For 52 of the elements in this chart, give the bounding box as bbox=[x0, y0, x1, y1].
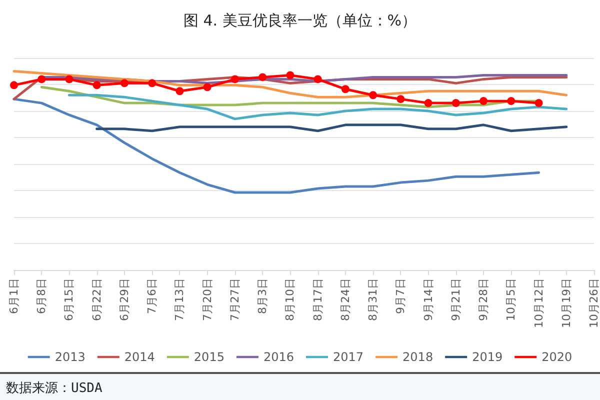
x-tick-label: 7月27日 bbox=[228, 278, 242, 321]
x-tick-label: 9月14日 bbox=[422, 278, 435, 321]
point bbox=[314, 75, 322, 84]
legend-label: 2020 bbox=[542, 350, 572, 364]
point bbox=[480, 97, 488, 106]
point bbox=[452, 99, 460, 108]
legend-label: 2017 bbox=[333, 350, 364, 364]
x-tick-label: 7月13日 bbox=[173, 278, 186, 321]
x-tick-label: 8月24日 bbox=[338, 278, 352, 321]
x-tick-label: 8月10日 bbox=[284, 278, 297, 321]
x-tick-label: 6月1日 bbox=[8, 278, 20, 314]
point bbox=[148, 79, 156, 88]
source-note: 数据来源：USDA bbox=[0, 372, 600, 400]
point bbox=[65, 75, 74, 84]
x-tick-label: 9月28日 bbox=[477, 278, 490, 321]
x-tick-label: 10月12日 bbox=[532, 278, 546, 328]
x-tick-label: 10月5日 bbox=[504, 278, 518, 321]
point bbox=[258, 73, 267, 82]
legend-label: 2015 bbox=[194, 350, 224, 364]
point bbox=[120, 79, 128, 88]
x-tick-label: 9月7日 bbox=[394, 278, 408, 314]
x-tick-label: 6月29日 bbox=[118, 278, 131, 321]
x-tick-label: 7月6日 bbox=[146, 278, 159, 314]
x-tick-label: 10月19日 bbox=[560, 278, 573, 328]
legend-label: 2013 bbox=[54, 350, 86, 364]
point bbox=[92, 81, 101, 90]
point bbox=[341, 85, 350, 94]
legend-label: 2014 bbox=[124, 350, 155, 364]
x-tick-label: 6月8日 bbox=[35, 278, 48, 314]
point bbox=[203, 83, 212, 92]
x-tick-label: 9月21日 bbox=[449, 278, 462, 321]
x-tick-label: 7月20日 bbox=[200, 278, 214, 321]
point bbox=[507, 97, 516, 106]
point bbox=[396, 95, 405, 104]
x-tick-label: 8月31日 bbox=[366, 278, 380, 321]
point bbox=[10, 81, 18, 90]
point bbox=[286, 71, 294, 80]
point bbox=[38, 75, 46, 84]
x-tick-label: 8月17日 bbox=[311, 278, 324, 321]
point bbox=[424, 99, 432, 108]
x-tick-label: 6月22日 bbox=[90, 278, 104, 321]
x-tick-label: 8月3日 bbox=[256, 278, 270, 314]
point bbox=[369, 91, 378, 100]
point bbox=[230, 75, 239, 84]
point bbox=[534, 99, 543, 108]
legend-label: 2016 bbox=[263, 350, 294, 364]
chart-title: 图 4. 美豆优良率一览（单位：%） bbox=[183, 12, 417, 30]
legend-label: 2019 bbox=[472, 350, 503, 364]
x-tick-label: 6月15日 bbox=[62, 278, 76, 321]
legend-label: 2018 bbox=[402, 350, 434, 364]
point bbox=[176, 87, 184, 96]
x-tick-label: 10月26日 bbox=[588, 278, 600, 328]
